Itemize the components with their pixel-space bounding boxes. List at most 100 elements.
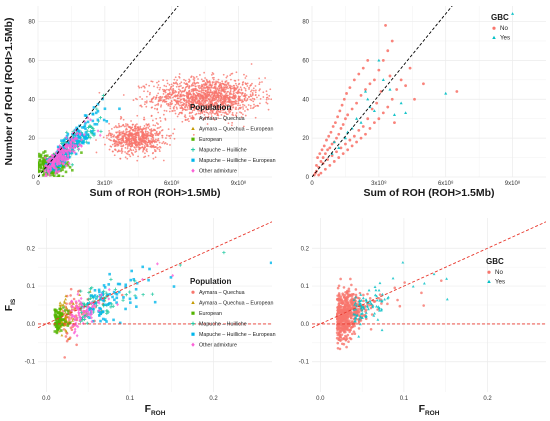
data-point-aymara-quechua [227, 90, 229, 93]
data-point-aymara-quechua [191, 84, 194, 87]
data-point-no [355, 310, 359, 314]
data-point-aymara-quechua [113, 154, 116, 157]
data-point-aymara-quechua [161, 136, 164, 139]
data-point-aymara-quechua [251, 94, 254, 97]
data-point-mapuche-huilliche-european [91, 112, 95, 116]
data-point-aymara-quechua [230, 93, 233, 96]
data-point-aymara-quechua [72, 297, 76, 301]
data-point-aymara-quechua [163, 101, 166, 103]
data-point-other-admixture [99, 293, 103, 297]
data-point-no [361, 125, 365, 128]
data-point-aymara-quechua [233, 97, 235, 100]
data-point-no [337, 301, 341, 305]
data-point-aymara-quechua [143, 90, 145, 93]
data-point-aymara-quechua [265, 101, 268, 104]
data-point-aymara-quechua [235, 108, 237, 111]
data-point-aymara-quechua [155, 103, 158, 106]
data-point-other-admixture [64, 163, 68, 168]
data-point-aymara-quechua [216, 114, 219, 117]
data-point-mapuche-huilliche-european [92, 132, 96, 136]
data-point-aymara-quechua [144, 155, 147, 158]
data-point-european [61, 165, 64, 168]
data-point-aymara-quechua [239, 107, 242, 110]
data-point-mapuche-huilliche [111, 304, 115, 308]
data-point-mapuche-huilliche-european [74, 139, 77, 143]
data-point-aymara-quechua [140, 142, 143, 145]
data-point-aymara-quechua [172, 87, 175, 90]
data-point-aymara-quechua [70, 328, 74, 332]
data-point-aymara-quechua [287, 98, 289, 100]
data-point-aymara-quechua [142, 127, 145, 130]
data-point-aymara-quechua [176, 97, 179, 100]
data-point-aymara-quechua [254, 91, 257, 94]
data-point-aymara-quechua [157, 103, 160, 106]
data-point-aymara-quechua [212, 99, 215, 101]
data-point-other-admixture [97, 308, 101, 313]
data-point-other-admixture [90, 316, 93, 320]
data-point-aymara-quechua-european [64, 328, 68, 332]
data-point-yes [355, 304, 359, 308]
data-point-aymara-quechua [203, 110, 205, 113]
data-point-mapuche-huilliche [104, 295, 108, 299]
data-point-aymara-quechua [145, 126, 148, 129]
data-point-mapuche-huilliche-european [93, 122, 97, 126]
data-point-aymara-quechua [181, 120, 184, 123]
data-point-other-admixture [77, 313, 81, 317]
data-point-aymara-quechua [102, 136, 105, 139]
data-point-aymara-quechua [224, 88, 227, 91]
data-point-aymara-quechua [134, 127, 137, 130]
data-point-aymara-quechua [144, 101, 147, 103]
data-point-aymara-quechua [166, 82, 169, 85]
data-point-aymara-quechua [206, 93, 209, 95]
data-point-aymara-quechua [203, 80, 206, 83]
data-point-aymara-quechua [152, 138, 155, 141]
data-point-aymara-quechua [212, 117, 215, 120]
data-point-aymara-quechua [194, 97, 197, 100]
legend-label-aymara-quechua-european: Aymara – Quechua – European [199, 127, 273, 133]
data-point-no [338, 304, 341, 307]
data-point-mapuche-huilliche-european [108, 301, 112, 305]
data-point-mapuche-huilliche [79, 310, 84, 315]
data-point-aymara-quechua [182, 94, 184, 97]
data-point-no [398, 304, 402, 308]
data-point-no [357, 310, 361, 313]
data-point-mapuche-huilliche-european [134, 287, 138, 291]
data-point-aymara-quechua [175, 102, 178, 105]
data-point-aymara-quechua [143, 103, 146, 106]
data-point-aymara-quechua [237, 91, 240, 94]
data-point-mapuche-huilliche-european [113, 298, 116, 302]
data-point-aymara-quechua [168, 83, 171, 86]
data-point-aymara-quechua [121, 135, 124, 137]
data-point-no [413, 97, 416, 101]
data-point-aymara-quechua [178, 104, 181, 107]
data-point-aymara-quechua [266, 96, 269, 99]
legend-key-aymara-quechua [191, 116, 195, 120]
data-point-aymara-quechua [228, 109, 231, 111]
data-point-european [38, 163, 39, 166]
data-point-mapuche-huilliche-european [87, 302, 90, 305]
data-point-no [339, 339, 342, 342]
data-point-no [357, 320, 361, 324]
legend-label-other-admixture: Other admixture [199, 343, 237, 349]
data-point-aymara-quechua [113, 134, 116, 137]
legend-label-yes: Yes [500, 35, 510, 42]
data-point-aymara-quechua [222, 99, 225, 101]
data-point-mapuche-huilliche-european [115, 293, 119, 296]
data-point-other-admixture [50, 162, 54, 167]
data-point-european [35, 165, 38, 168]
data-point-other-admixture [58, 144, 62, 148]
data-point-mapuche-huilliche [87, 290, 91, 295]
data-point-aymara-quechua-european [60, 320, 64, 324]
data-point-aymara-quechua [181, 101, 183, 104]
x-axis-title: FROH [145, 403, 166, 417]
data-point-aymara-quechua [161, 142, 164, 145]
data-point-aymara-quechua [199, 74, 201, 76]
data-point-yes [353, 319, 357, 323]
data-point-mapuche-huilliche-european [92, 308, 95, 311]
data-point-aymara-quechua [181, 106, 184, 109]
data-point-other-admixture [77, 146, 81, 151]
data-point-aymara-quechua [144, 146, 146, 149]
data-point-aymara-quechua [248, 88, 250, 90]
data-point-mapuche-huilliche-european [101, 293, 104, 297]
data-point-other-admixture [85, 307, 89, 312]
